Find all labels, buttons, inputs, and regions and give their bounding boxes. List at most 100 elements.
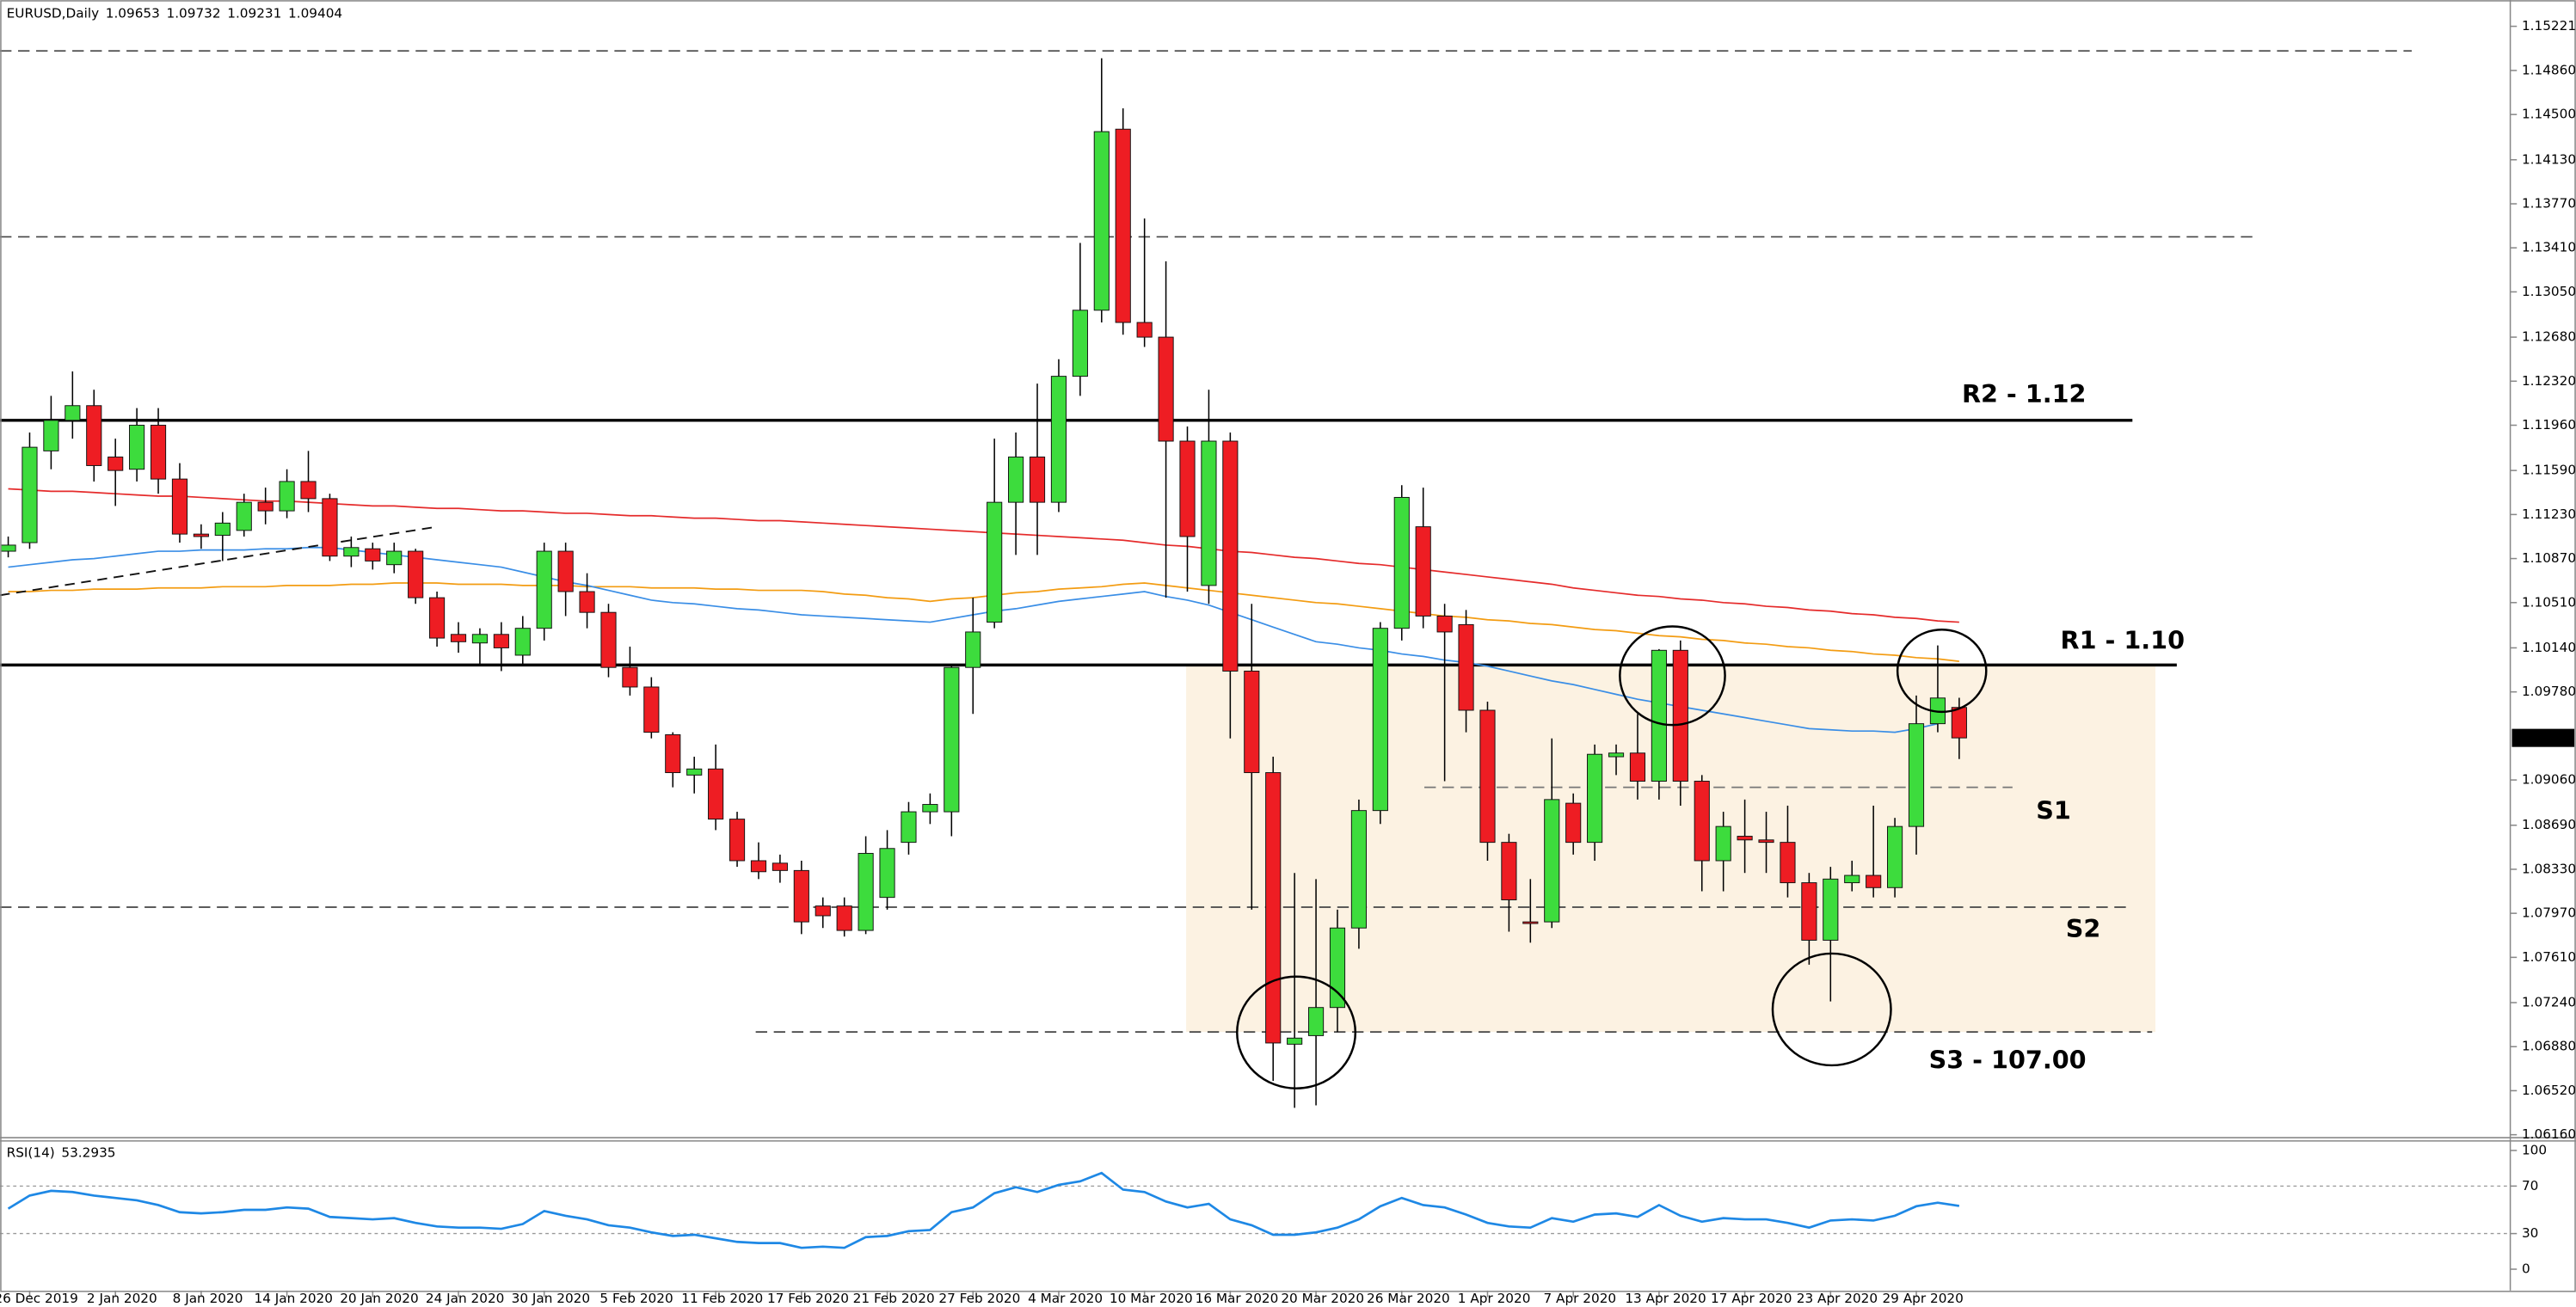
candle-body [1672, 649, 1688, 782]
candle-body [708, 768, 724, 820]
y-tick-label: 0 [2522, 1261, 2530, 1277]
y-tick-label: 1.07610 [2522, 949, 2576, 965]
y-tick-label: 1.15221 [2522, 18, 2576, 34]
x-tick-label: 27 Feb 2020 [938, 1291, 1020, 1306]
candle-body [1115, 128, 1131, 323]
candle-body [1329, 927, 1346, 1009]
header-low: 1.09231 [227, 5, 281, 21]
candle-body [429, 597, 446, 639]
candle-body [536, 550, 552, 629]
x-tick-label: 2 Jan 2020 [87, 1291, 157, 1306]
rsi-header: RSI(14) 53.2935 [7, 1144, 116, 1160]
candle-body [408, 550, 424, 598]
x-tick-label: 11 Feb 2020 [681, 1291, 763, 1306]
candle-body [1008, 457, 1024, 503]
candle-body [622, 666, 638, 688]
annotation-circle [1619, 625, 1726, 727]
candle-body [365, 548, 381, 561]
x-tick-label: 1 Apr 2020 [1458, 1291, 1531, 1306]
y-tick-label: 1.06520 [2522, 1083, 2576, 1098]
y-tick-label: 1.13410 [2522, 240, 2576, 255]
x-tick-label: 21 Feb 2020 [853, 1291, 935, 1306]
y-tick-label: 1.06160 [2522, 1126, 2576, 1142]
candle-body [1179, 440, 1196, 537]
plot-area [0, 50, 2511, 1249]
y-tick-label: 1.11230 [2522, 506, 2576, 522]
annotations [1236, 625, 1988, 1089]
level-label: S2 [2066, 914, 2101, 943]
candle-body [43, 420, 59, 451]
x-tick-label: 23 Apr 2020 [1797, 1291, 1878, 1306]
candle-body [1801, 882, 1817, 941]
candle-body [0, 544, 16, 552]
candle-body [450, 634, 467, 642]
x-tick-label: 17 Apr 2020 [1711, 1291, 1792, 1306]
candle-body [1393, 496, 1410, 629]
x-tick-label: 4 Mar 2020 [1028, 1291, 1103, 1306]
candle-body [879, 848, 895, 899]
x-tick-label: 17 Feb 2020 [767, 1291, 849, 1306]
candle-body [1029, 457, 1046, 503]
candle-body [322, 498, 338, 557]
x-tick-label: 24 Jan 2020 [426, 1291, 504, 1306]
level-label: S3 - 107.00 [1929, 1046, 2087, 1075]
y-tick-label: 1.08690 [2522, 817, 2576, 832]
candle-body [150, 425, 167, 480]
candle-body [643, 686, 660, 733]
chart-header: EURUSD,Daily 1.09653 1.09732 1.09231 1.09404 [7, 5, 342, 21]
y-tick-label: 1.14860 [2522, 62, 2576, 77]
candle-body [772, 862, 788, 871]
y-tick-label: 1.10510 [2522, 594, 2576, 610]
candle-body [1479, 709, 1496, 844]
candle-body [557, 550, 574, 592]
candle-body [65, 405, 81, 421]
candle-body [1608, 752, 1625, 758]
candle-body [1222, 440, 1239, 672]
candle-body [343, 547, 360, 557]
candle-body [1265, 772, 1282, 1044]
candle-body [1458, 623, 1474, 711]
candle-body [300, 481, 317, 500]
y-tick-label: 1.13770 [2522, 196, 2576, 212]
candle-body [901, 811, 917, 844]
y-tick-label: 1.08330 [2522, 861, 2576, 876]
x-tick-label: 13 Apr 2020 [1625, 1291, 1706, 1306]
y-tick-label: 1.14500 [2522, 107, 2576, 122]
rsi-line [7, 1171, 1960, 1249]
candle-body [193, 533, 209, 537]
candle-body [22, 446, 38, 543]
x-tick-label: 20 Jan 2020 [340, 1291, 418, 1306]
x-tick-label: 20 Mar 2020 [1281, 1291, 1364, 1306]
x-tick-label: 30 Jan 2020 [512, 1291, 590, 1306]
candle-body [471, 634, 489, 644]
candle-body [1136, 322, 1153, 338]
candle-body [1501, 842, 1517, 900]
y-tick-label: 1.14130 [2522, 151, 2576, 167]
candle-body [1651, 649, 1667, 782]
candle-body [922, 804, 938, 813]
rsi-title: RSI(14) [7, 1144, 55, 1160]
x-tick-label: 26 Dec 2019 [0, 1291, 78, 1306]
candle-body [279, 481, 295, 512]
y-tick-label: 1.12320 [2522, 373, 2576, 389]
candle-body [1844, 874, 1860, 884]
y-tick-label: 1.10140 [2522, 640, 2576, 655]
candle-body [836, 905, 852, 931]
candle-body [86, 405, 102, 466]
y-tick-label: 30 [2522, 1225, 2538, 1241]
header-high: 1.09732 [167, 5, 221, 21]
y-tick-label: 1.12680 [2522, 329, 2576, 345]
x-tick-label: 14 Jan 2020 [254, 1291, 332, 1306]
y-tick-label: 1.09060 [2522, 772, 2576, 788]
candle-body [1951, 707, 1967, 739]
candle-body [1522, 921, 1539, 924]
y-tick-label: 100 [2522, 1142, 2547, 1157]
candle-body [1866, 874, 1882, 888]
candle-body [579, 591, 595, 613]
x-tick-label: 16 Mar 2020 [1196, 1291, 1279, 1306]
symbol: EURUSD,Daily [7, 5, 99, 21]
current-price-label: 1.09404 [2520, 730, 2574, 746]
candle-body [108, 457, 124, 471]
